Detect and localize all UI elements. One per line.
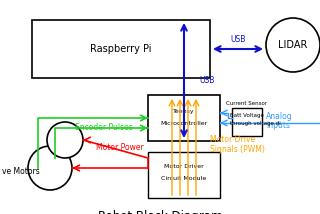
- Circle shape: [266, 18, 320, 72]
- Text: Motor Power: Motor Power: [96, 144, 144, 153]
- Text: Current Sensor: Current Sensor: [227, 101, 268, 106]
- Text: Batt Voltage: Batt Voltage: [230, 113, 264, 117]
- Text: Microcontroller: Microcontroller: [160, 120, 208, 125]
- Circle shape: [28, 146, 72, 190]
- Text: ve Motors: ve Motors: [2, 168, 40, 177]
- Text: USB: USB: [199, 76, 214, 85]
- Text: Inputs: Inputs: [266, 122, 290, 131]
- Text: Robot Block Diagram: Robot Block Diagram: [98, 210, 222, 214]
- Text: Motor Drive: Motor Drive: [210, 135, 255, 144]
- Bar: [148, 152, 220, 198]
- Text: LIDAR: LIDAR: [278, 40, 308, 50]
- Text: USB: USB: [230, 34, 246, 43]
- Text: through voltage di: through voltage di: [230, 120, 281, 125]
- Text: Analog: Analog: [266, 111, 292, 120]
- Text: Motor Driver: Motor Driver: [164, 163, 204, 168]
- Bar: [148, 95, 220, 141]
- Text: Raspberry Pi: Raspberry Pi: [90, 44, 152, 54]
- Text: Encoder Pulses: Encoder Pulses: [75, 123, 133, 132]
- Text: Circuit Module: Circuit Module: [161, 175, 207, 180]
- Text: Signals (PWM): Signals (PWM): [210, 146, 265, 155]
- Bar: [32, 20, 210, 78]
- Text: Teensy: Teensy: [173, 108, 195, 113]
- Circle shape: [47, 122, 83, 158]
- Bar: [232, 108, 262, 136]
